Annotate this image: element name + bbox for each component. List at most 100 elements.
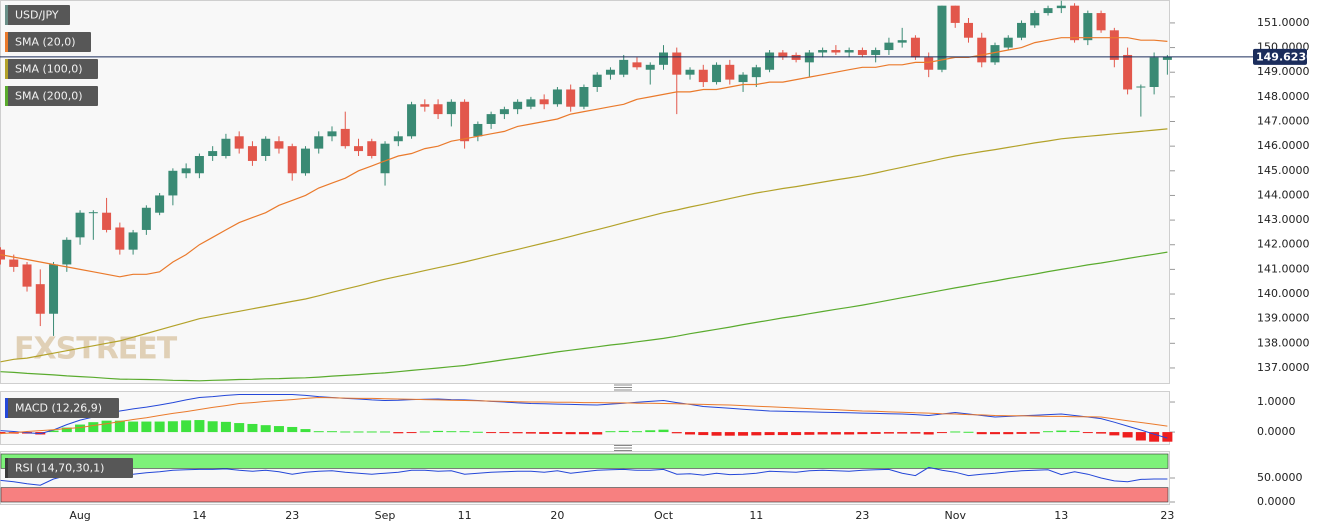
macd-histogram-bar [0, 432, 6, 434]
candle-body [539, 99, 549, 105]
candle-body [473, 123, 483, 137]
candle-body [287, 146, 297, 174]
legend-label-box [5, 5, 70, 25]
macd-histogram-bar [300, 429, 311, 433]
macd-histogram-bar [287, 426, 298, 433]
legend-label: MACD (12,26,9) [15, 402, 102, 415]
macd-histogram-bar [910, 432, 921, 434]
macd-histogram-bar [1016, 432, 1027, 434]
candle-body [499, 109, 509, 115]
macd-histogram-bar [950, 431, 961, 433]
candle-body [672, 52, 682, 75]
macd-histogram-bar [671, 432, 682, 434]
candle-body [804, 52, 814, 63]
candle-body [884, 42, 894, 51]
candle-body [380, 143, 390, 174]
macd-histogram-bar [353, 431, 364, 433]
y-tick-label: 0.0000 [1257, 495, 1296, 508]
macd-histogram-bar [552, 432, 563, 434]
y-tick-label: 138.0000 [1257, 336, 1310, 349]
macd-histogram-bar [273, 426, 284, 433]
candle-body [460, 101, 470, 142]
candle-body [725, 64, 735, 80]
macd-histogram-bar [499, 432, 510, 434]
macd-histogram-bar [1043, 431, 1054, 433]
macd-histogram-bar [844, 432, 855, 435]
legend-label: SMA (100,0) [15, 63, 83, 76]
legend-label-box [5, 59, 98, 79]
legend-label: SMA (20,0) [15, 36, 76, 49]
macd-histogram-bar [1135, 432, 1146, 441]
macd-histogram-bar [194, 420, 205, 433]
candle-body [1003, 37, 1013, 48]
macd-histogram-bar [419, 431, 430, 433]
macd-histogram-bar [1149, 432, 1160, 442]
macd-histogram-bar [645, 430, 656, 433]
macd-histogram-bar [1003, 432, 1014, 435]
candle-body [155, 195, 165, 213]
candle-body [9, 259, 19, 267]
legend-label: SMA (200,0) [15, 90, 83, 103]
candle-body [75, 212, 85, 238]
candle-body [844, 50, 854, 53]
candle-body [871, 50, 881, 55]
y-tick-label: 143.0000 [1257, 213, 1310, 226]
macd-histogram-bar [936, 432, 947, 434]
macd-histogram-bar [605, 431, 616, 433]
candle-body [1017, 22, 1027, 38]
candle-body [1162, 56, 1172, 60]
candle-body [393, 136, 403, 142]
y-tick-label: 151.0000 [1257, 16, 1310, 29]
macd-histogram-bar [1082, 432, 1093, 434]
panel-grip[interactable] [614, 445, 632, 451]
macd-histogram-bar [48, 430, 59, 433]
candle-body [937, 5, 947, 70]
macd-histogram-bar [751, 432, 762, 436]
x-tick-label: 20 [550, 509, 564, 522]
candle-body [605, 69, 615, 75]
y-tick-label: 0.0000 [1257, 425, 1296, 438]
x-tick-label: Sep [375, 509, 396, 522]
candle-body [367, 141, 377, 157]
x-tick-label: 23 [285, 509, 299, 522]
candle-body [778, 52, 788, 58]
candle-body [181, 168, 191, 174]
legend-label: USD/JPY [15, 9, 59, 22]
y-tick-label: 142.0000 [1257, 238, 1310, 251]
macd-histogram-bar [61, 427, 72, 433]
y-tick-label: 148.0000 [1257, 90, 1310, 103]
x-tick-label: 23 [855, 509, 869, 522]
macd-histogram-bar [1096, 432, 1107, 434]
x-tick-label: 23 [1160, 509, 1174, 522]
macd-histogram-bar [565, 432, 576, 435]
legend-label-box [5, 398, 119, 418]
candle-body [208, 151, 218, 157]
candle-body [128, 232, 138, 250]
macd-histogram-bar [830, 432, 841, 435]
candle-body [486, 114, 496, 124]
macd-histogram-bar [75, 424, 86, 433]
macd-histogram-bar [128, 421, 139, 433]
candle-body [102, 212, 112, 230]
macd-histogram-bar [724, 432, 735, 436]
candle-body [645, 64, 655, 70]
candle-body [513, 101, 523, 110]
candle-body [49, 264, 59, 314]
candle-body [141, 207, 151, 230]
macd-histogram-bar [446, 431, 457, 433]
candle-body [990, 45, 1000, 63]
macd-histogram-bar [207, 421, 218, 433]
panel-grip[interactable] [614, 384, 632, 391]
macd-histogram-bar [380, 431, 391, 433]
macd-histogram-bar [990, 432, 1000, 435]
y-tick-label: 139.0000 [1257, 312, 1310, 325]
candle-body [221, 138, 231, 157]
x-tick-label: Aug [69, 509, 90, 522]
candle-body [632, 62, 642, 68]
y-tick-label: 141.0000 [1257, 262, 1310, 275]
candle-body [22, 264, 32, 287]
candle-body [62, 239, 72, 265]
candle-body [1123, 54, 1133, 90]
watermark: FXSTREET [14, 332, 178, 367]
candle-body [354, 146, 364, 152]
